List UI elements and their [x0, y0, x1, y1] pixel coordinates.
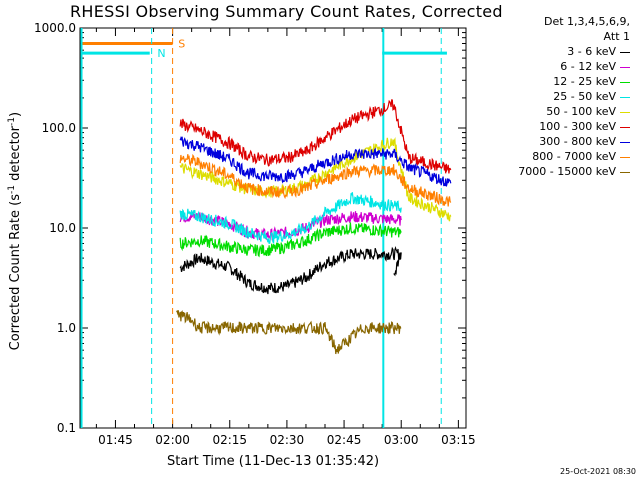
y-tick-label: 10.0: [49, 221, 76, 235]
legend-entry: 300 - 800 keV: [460, 134, 630, 149]
legend-swatch: [620, 141, 630, 143]
legend-entry: 7000 - 15000 keV: [460, 164, 630, 179]
legend-swatch: [620, 66, 630, 68]
legend-entry-label: 100 - 300 keV: [539, 120, 616, 133]
series-line-25-50-kev: [179, 192, 402, 245]
series-line-300-800-kev: [179, 135, 452, 187]
legend-swatch: [620, 81, 630, 83]
x-tick-label: 01:45: [98, 433, 133, 447]
legend-swatch: [620, 51, 630, 53]
legend-entry: 25 - 50 keV: [460, 89, 630, 104]
y-tick-label: 1000.0: [34, 21, 76, 35]
legend-entry-label: 7000 - 15000 keV: [518, 165, 616, 178]
series-line-3-6-kev: [179, 246, 402, 295]
x-tick-label: 03:15: [441, 433, 476, 447]
legend-swatch: [620, 96, 630, 98]
y-tick-label: 0.1: [57, 421, 76, 435]
chart-title: RHESSI Observing Summary Count Rates, Co…: [70, 2, 503, 21]
x-tick-label: 02:45: [327, 433, 362, 447]
legend-header-line1: Det 1,3,4,5,6,9,: [543, 15, 630, 28]
x-tick-label: 02:15: [212, 433, 247, 447]
timestamp: 25-Oct-2021 08:30: [560, 467, 636, 476]
legend-entry-label: 800 - 7000 keV: [532, 150, 616, 163]
series-line-12-25-kev: [179, 222, 402, 258]
legend: Det 1,3,4,5,6,9, Att 1 3 - 6 keV 6 - 12 k…: [460, 14, 630, 179]
night-label: N: [157, 47, 165, 60]
saa-label: S: [178, 37, 185, 50]
legend-swatch: [620, 126, 630, 128]
legend-entry-label: 25 - 50 keV: [553, 90, 616, 103]
legend-swatch: [620, 111, 630, 113]
x-tick-label: 03:00: [384, 433, 419, 447]
plot-frame: [79, 27, 467, 429]
legend-entry: 50 - 100 keV: [460, 104, 630, 119]
series-line-50-100-kev: [179, 137, 452, 222]
legend-entry-label: 12 - 25 keV: [553, 75, 616, 88]
x-tick-label: 02:30: [270, 433, 305, 447]
legend-swatch: [620, 156, 630, 158]
series-line-800-7000-kev: [179, 153, 452, 207]
legend-swatch: [620, 171, 630, 173]
legend-entry-label: 300 - 800 keV: [539, 135, 616, 148]
series-line-7000-15000-kev: [176, 310, 402, 355]
legend-entry-label: 50 - 100 keV: [546, 105, 616, 118]
legend-entry: 800 - 7000 keV: [460, 149, 630, 164]
legend-header-line2: Att 1: [603, 30, 630, 43]
legend-entry-label: 3 - 6 keV: [567, 45, 616, 58]
legend-entry: 3 - 6 keV: [460, 44, 630, 59]
series-line-100-300-kev: [179, 99, 452, 174]
legend-entry-label: 6 - 12 keV: [560, 60, 616, 73]
y-tick-label: 100.0: [42, 121, 76, 135]
legend-entry: 100 - 300 keV: [460, 119, 630, 134]
legend-entry: 12 - 25 keV: [460, 74, 630, 89]
x-axis-label: Start Time (11-Dec-13 01:35:42): [166, 454, 380, 469]
legend-entry: 6 - 12 keV: [460, 59, 630, 74]
y-tick-label: 1.0: [57, 321, 76, 335]
y-axis-label: Corrected Count Rate (s-1 detector-1): [6, 111, 24, 351]
x-tick-label: 02:00: [155, 433, 190, 447]
